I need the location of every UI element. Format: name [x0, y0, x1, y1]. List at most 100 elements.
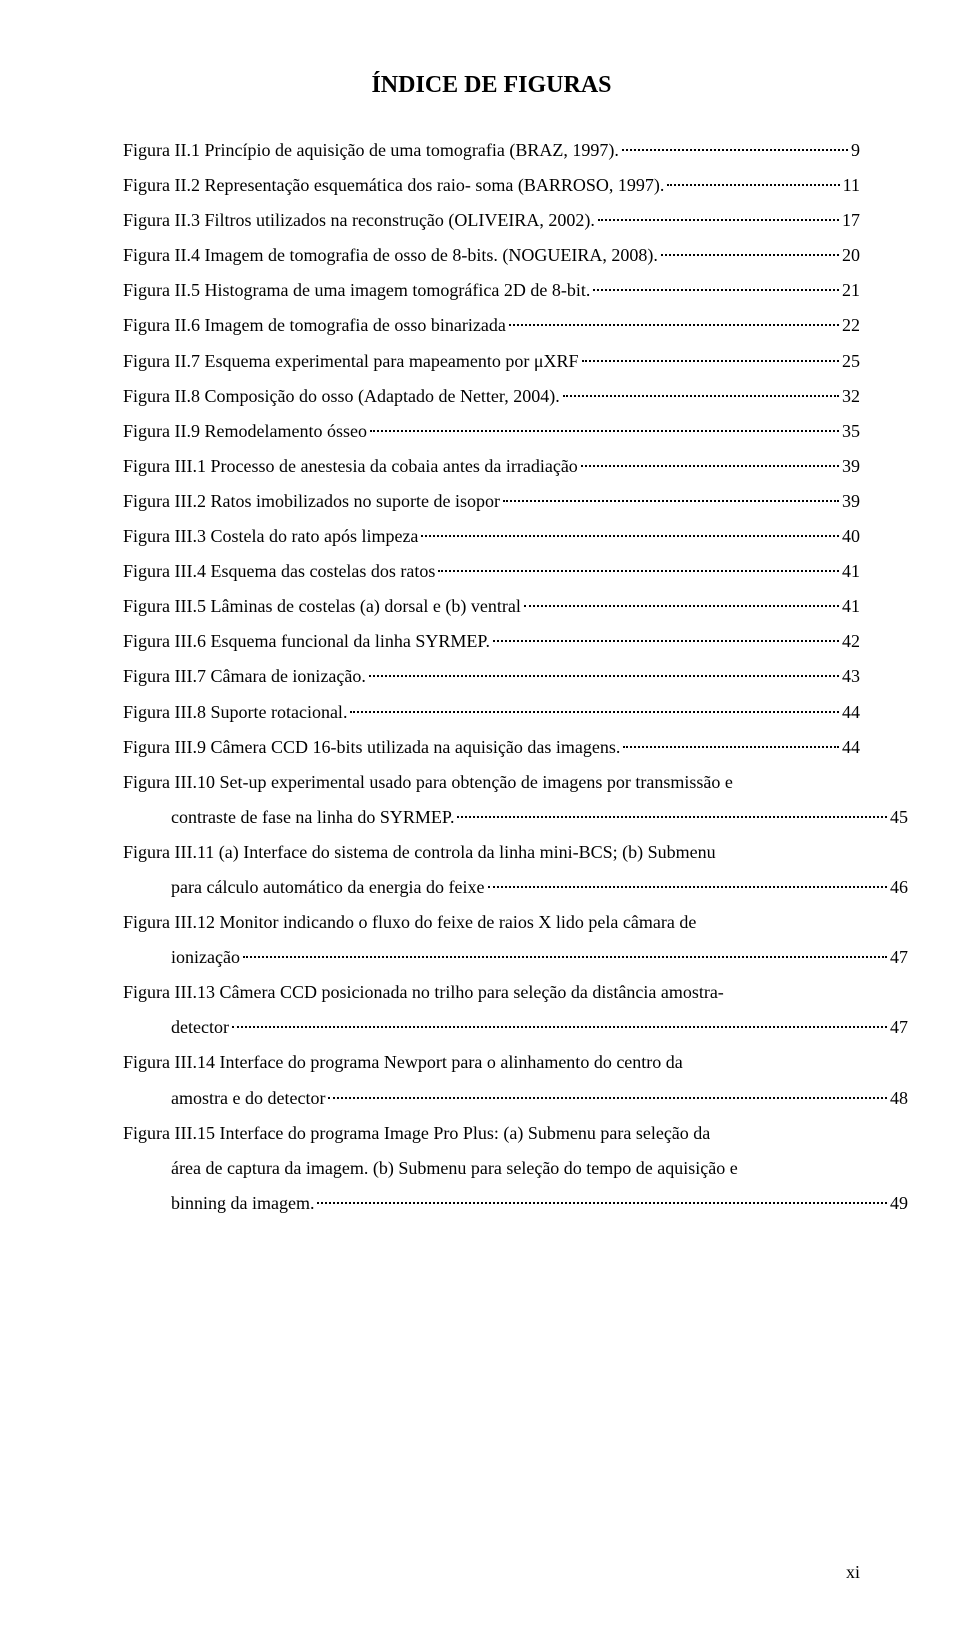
figure-entry-line: contraste de fase na linha do SYRMEP. 45 [123, 800, 908, 835]
dot-leader [493, 640, 839, 642]
figure-entry-page: 20 [842, 238, 860, 273]
figure-entry-text: Figura III.8 Suporte rotacional. [123, 695, 347, 730]
figure-entry: Figura III.15 Interface do programa Imag… [123, 1116, 860, 1221]
figure-entry-line: Figura III.12 Monitor indicando o fluxo … [123, 905, 860, 940]
figure-entry-text: Figura III.13 Câmera CCD posicionada no … [123, 975, 724, 1010]
figure-entry-page: 48 [890, 1081, 908, 1116]
figure-entry: Figura III.8 Suporte rotacional. 44 [123, 695, 860, 730]
figure-entry: Figura III.10 Set-up experimental usado … [123, 765, 860, 835]
dot-leader [622, 149, 848, 151]
figure-index-list: Figura II.1 Princípio de aquisição de um… [123, 133, 860, 1221]
figure-entry-text: Figura III.11 (a) Interface do sistema d… [123, 835, 716, 870]
figure-entry-line: para cálculo automático da energia do fe… [123, 870, 908, 905]
figure-entry: Figura III.9 Câmera CCD 16-bits utilizad… [123, 730, 860, 765]
figure-entry-text: Figura II.9 Remodelamento ósseo [123, 414, 367, 449]
figure-entry-page: 44 [842, 730, 860, 765]
figure-entry-page: 9 [851, 133, 860, 168]
figure-entry-text: Figura II.1 Princípio de aquisição de um… [123, 133, 619, 168]
figure-entry: Figura II.9 Remodelamento ósseo 35 [123, 414, 860, 449]
figure-entry-text: Figura III.12 Monitor indicando o fluxo … [123, 905, 696, 940]
figure-entry-line: Figura III.3 Costela do rato após limpez… [123, 519, 860, 554]
figure-entry: Figura III.3 Costela do rato após limpez… [123, 519, 860, 554]
dot-leader [524, 605, 839, 607]
figure-entry-page: 45 [890, 800, 908, 835]
figure-entry-text: detector [171, 1010, 229, 1045]
figure-entry: Figura III.6 Esquema funcional da linha … [123, 624, 860, 659]
figure-entry-page: 35 [842, 414, 860, 449]
figure-entry-page: 39 [842, 449, 860, 484]
figure-entry-page: 39 [842, 484, 860, 519]
figure-entry-text: Figura II.8 Composição do osso (Adaptado… [123, 379, 560, 414]
figure-entry: Figura III.13 Câmera CCD posicionada no … [123, 975, 860, 1045]
figure-entry: Figura III.12 Monitor indicando o fluxo … [123, 905, 860, 975]
figure-entry-line: área de captura da imagem. (b) Submenu p… [123, 1151, 908, 1186]
dot-leader [667, 184, 839, 186]
figure-entry-page: 43 [842, 659, 860, 694]
figure-entry-line: Figura II.8 Composição do osso (Adaptado… [123, 379, 860, 414]
figure-entry-text: Figura III.1 Processo de anestesia da co… [123, 449, 578, 484]
figure-entry-text: Figura II.2 Representação esquemática do… [123, 168, 664, 203]
figure-entry-line: Figura III.13 Câmera CCD posicionada no … [123, 975, 860, 1010]
dot-leader [438, 570, 839, 572]
figure-entry: Figura III.5 Lâminas de costelas (a) dor… [123, 589, 860, 624]
dot-leader [598, 219, 839, 221]
figure-entry: Figura II.5 Histograma de uma imagem tom… [123, 273, 860, 308]
figure-entry-page: 21 [842, 273, 860, 308]
figure-entry-text: Figura II.7 Esquema experimental para ma… [123, 344, 579, 379]
figure-entry-text: Figura III.14 Interface do programa Newp… [123, 1045, 683, 1080]
figure-entry-line: Figura II.1 Princípio de aquisição de um… [123, 133, 860, 168]
figure-entry: Figura III.1 Processo de anestesia da co… [123, 449, 860, 484]
figure-entry-line: Figura II.6 Imagem de tomografia de osso… [123, 308, 860, 343]
figure-entry-line: Figura II.3 Filtros utilizados na recons… [123, 203, 860, 238]
dot-leader [370, 430, 839, 432]
figure-entry-text: ionização [171, 940, 240, 975]
dot-leader [243, 956, 887, 958]
figure-entry-line: binning da imagem. 49 [123, 1186, 908, 1221]
figure-entry: Figura II.8 Composição do osso (Adaptado… [123, 379, 860, 414]
figure-entry-text: para cálculo automático da energia do fe… [171, 870, 485, 905]
dot-leader [232, 1026, 887, 1028]
figure-entry-line: Figura II.2 Representação esquemática do… [123, 168, 860, 203]
dot-leader [328, 1097, 887, 1099]
page-number: xi [846, 1562, 860, 1583]
figure-entry-text: Figura II.4 Imagem de tomografia de osso… [123, 238, 658, 273]
figure-entry-line: amostra e do detector 48 [123, 1081, 908, 1116]
figure-entry-page: 22 [842, 308, 860, 343]
figure-entry: Figura III.4 Esquema das costelas dos ra… [123, 554, 860, 589]
figure-entry-line: detector 47 [123, 1010, 908, 1045]
figure-entry: Figura III.11 (a) Interface do sistema d… [123, 835, 860, 905]
figure-entry-text: Figura III.3 Costela do rato após limpez… [123, 519, 418, 554]
figure-entry-line: Figura III.2 Ratos imobilizados no supor… [123, 484, 860, 519]
figure-entry-line: Figura III.1 Processo de anestesia da co… [123, 449, 860, 484]
figure-entry-page: 11 [843, 168, 860, 203]
figure-entry-line: Figura II.9 Remodelamento ósseo 35 [123, 414, 860, 449]
dot-leader [421, 535, 839, 537]
figure-entry-text: binning da imagem. [171, 1186, 314, 1221]
figure-entry-text: área de captura da imagem. (b) Submenu p… [171, 1151, 738, 1186]
figure-entry-text: Figura III.2 Ratos imobilizados no supor… [123, 484, 500, 519]
dot-leader [503, 500, 839, 502]
figure-entry-page: 41 [842, 589, 860, 624]
figure-entry-text: Figura III.7 Câmara de ionização. [123, 659, 366, 694]
figure-entry-line: Figura III.15 Interface do programa Imag… [123, 1116, 860, 1151]
figure-entry-line: Figura II.7 Esquema experimental para ma… [123, 344, 860, 379]
figure-entry-line: ionização 47 [123, 940, 908, 975]
figure-entry-text: Figura II.5 Histograma de uma imagem tom… [123, 273, 590, 308]
figure-entry-page: 40 [842, 519, 860, 554]
figure-entry-text: Figura III.15 Interface do programa Imag… [123, 1116, 710, 1151]
figure-entry-text: amostra e do detector [171, 1081, 325, 1116]
figure-entry-line: Figura II.5 Histograma de uma imagem tom… [123, 273, 860, 308]
figure-entry-text: Figura II.3 Filtros utilizados na recons… [123, 203, 595, 238]
figure-entry: Figura III.7 Câmara de ionização. 43 [123, 659, 860, 694]
figure-entry-page: 42 [842, 624, 860, 659]
figure-entry-text: Figura II.6 Imagem de tomografia de osso… [123, 308, 506, 343]
figure-entry-text: contraste de fase na linha do SYRMEP. [171, 800, 454, 835]
figure-entry-line: Figura III.14 Interface do programa Newp… [123, 1045, 860, 1080]
dot-leader [369, 675, 839, 677]
figure-entry-page: 17 [842, 203, 860, 238]
page-title: ÍNDICE DE FIGURAS [123, 72, 860, 99]
figure-entry: Figura III.14 Interface do programa Newp… [123, 1045, 860, 1115]
figure-entry-text: Figura III.6 Esquema funcional da linha … [123, 624, 490, 659]
figure-entry-page: 32 [842, 379, 860, 414]
figure-entry: Figura II.6 Imagem de tomografia de osso… [123, 308, 860, 343]
